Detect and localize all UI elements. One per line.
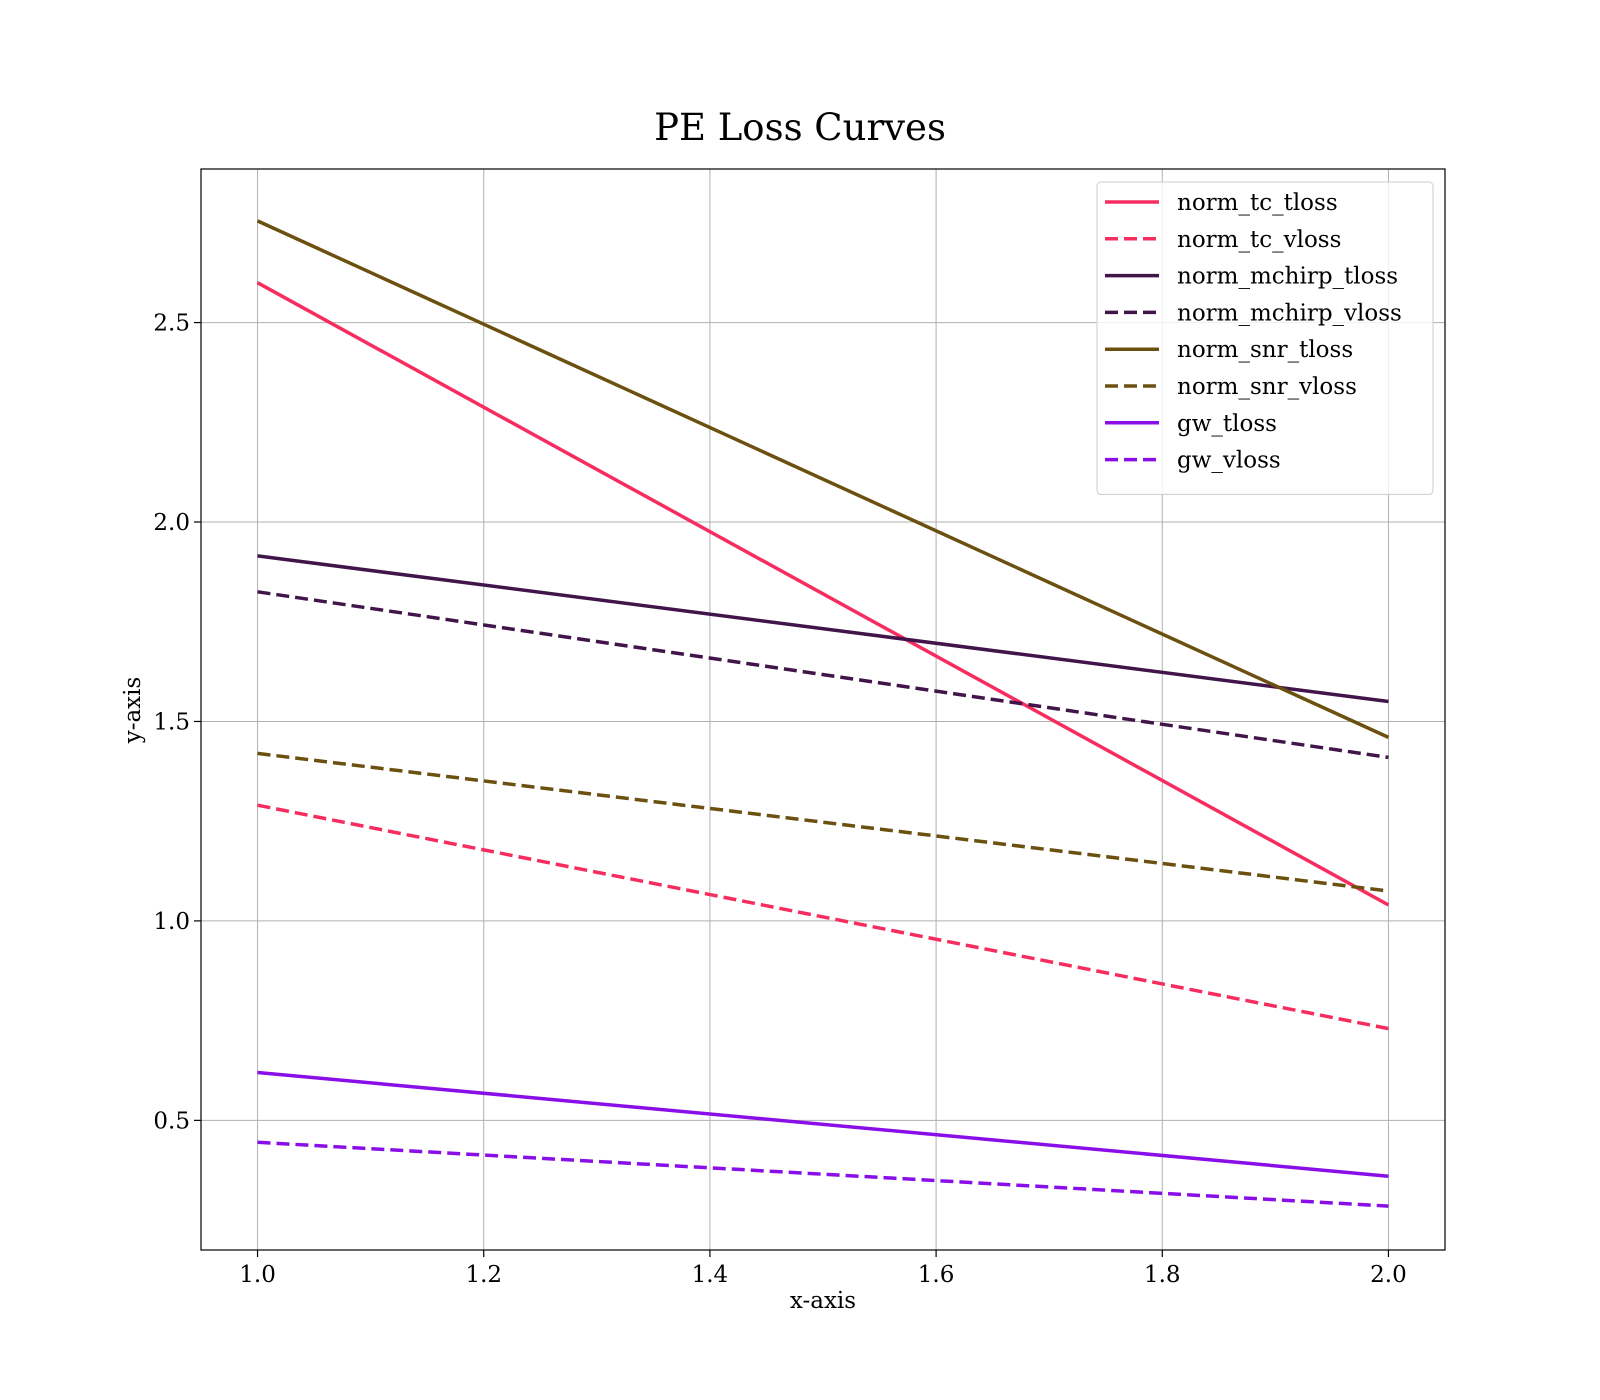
series-line-norm_snr_vloss: [257, 751, 1389, 893]
x-tick-label: 1.6: [918, 1262, 955, 1288]
y-tick-label: 1.0: [153, 909, 190, 935]
legend-label: norm_tc_tloss: [1177, 190, 1338, 216]
y-tick-label: 0.5: [153, 1108, 190, 1134]
legend-label: norm_mchirp_vloss: [1177, 300, 1402, 326]
legend-label: norm_mchirp_tloss: [1177, 264, 1398, 290]
x-tick-label: 1.2: [465, 1262, 502, 1288]
y-tick-label: 2.0: [153, 510, 190, 536]
legend-label: gw_tloss: [1177, 411, 1277, 437]
x-tick-label: 1.4: [692, 1262, 729, 1288]
x-tick-label: 1.8: [1144, 1262, 1181, 1288]
y-axis-label: y-axis: [120, 677, 146, 745]
series-line-gw_tloss: [257, 1070, 1389, 1178]
series-lines: [256, 219, 1390, 1208]
x-tick-label: 1.0: [239, 1262, 276, 1288]
legend-label: norm_snr_vloss: [1177, 374, 1357, 400]
chart-title: PE Loss Curves: [654, 106, 946, 149]
x-tick-label: 2.0: [1370, 1262, 1407, 1288]
series-line-norm_tc_tloss: [256, 281, 1390, 907]
series-line-norm_mchirp_tloss: [257, 554, 1389, 704]
legend-label: norm_snr_tloss: [1177, 337, 1353, 363]
x-axis-label: x-axis: [790, 1288, 856, 1314]
plot-frame: [200, 168, 1446, 1251]
series-line-norm_mchirp_vloss: [257, 590, 1389, 760]
legend: norm_tc_tloss norm_tc_vloss norm_mchirp_tl…: [1096, 181, 1434, 495]
y-tick-label: 1.5: [153, 709, 190, 735]
series-line-norm_snr_tloss: [256, 219, 1390, 739]
y-tick-label: 2.5: [153, 311, 190, 337]
legend-label: gw_vloss: [1177, 448, 1281, 474]
axis-ticks: 1.0 1.2 1.4 1.6 1.8 2.0 0.5 1.0 1.5 2.0 2.5: [153, 311, 1406, 1288]
legend-label: norm_tc_vloss: [1177, 227, 1341, 253]
legend-box: [1096, 181, 1434, 495]
series-line-norm_tc_vloss: [257, 803, 1389, 1031]
series-line-gw_vloss: [257, 1140, 1389, 1208]
